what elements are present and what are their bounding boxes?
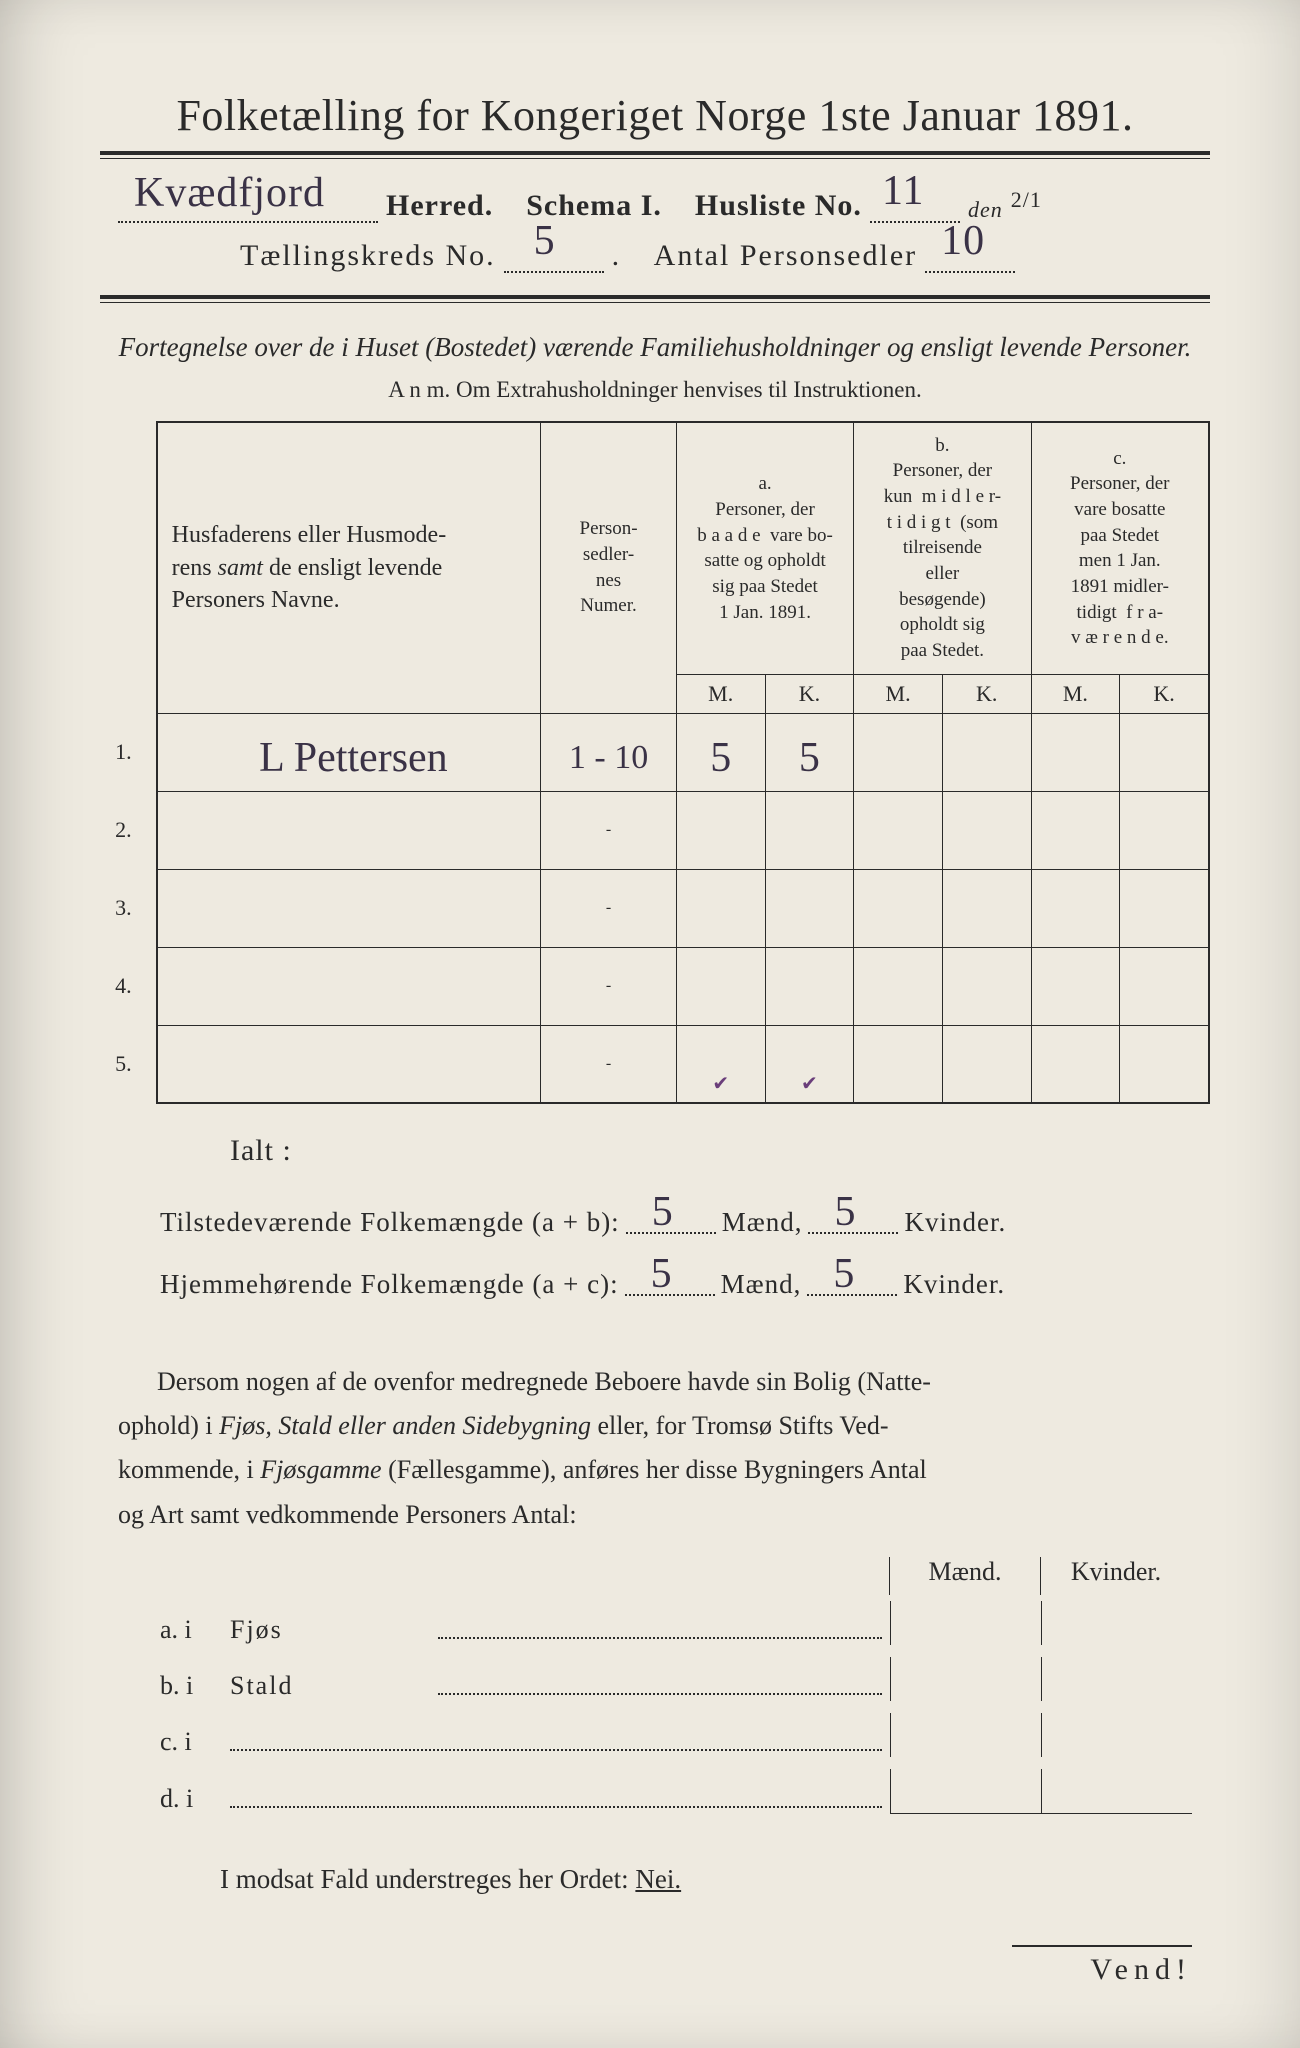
bldg-m-header: Mænd.	[889, 1557, 1040, 1595]
col-c-header: c.Personer, dervare bosattepaa Stedetmen…	[1031, 422, 1209, 674]
sum-present-k: 5	[828, 1189, 862, 1235]
bldg-fjos: Fjøs	[230, 1615, 430, 1645]
bldg-stald: Stald	[230, 1671, 430, 1701]
col-b-m: M.	[854, 674, 943, 713]
antal-label: Antal Personsedler	[654, 239, 917, 273]
row-b-m	[854, 713, 943, 791]
sum-resident: Hjemmehørende Folkemængde (a + c): 5 Mæn…	[100, 1244, 1210, 1306]
header-line-2: Tællingskreds No. 5 . Antal Personsedler…	[100, 231, 1210, 281]
col-a-header: a.Personer, derb a a d e vare bo-satte o…	[676, 422, 853, 674]
sum-resident-k: 5	[827, 1251, 861, 1297]
title-rule	[100, 151, 1210, 159]
sum-present: Tilstedeværende Folkemængde (a + b): 5 M…	[100, 1182, 1210, 1244]
row-c-k	[1120, 713, 1209, 791]
outbuilding-paragraph: Dersom nogen af de ovenfor medregnede Be…	[100, 1360, 1210, 1537]
row-name: L Pettersen	[253, 735, 454, 781]
building-row: b. i Stald	[100, 1651, 1210, 1707]
table-row: 1. L Pettersen 1 - 10 5 5	[100, 713, 1209, 791]
row-c-m	[1031, 713, 1120, 791]
household-table: Husfaderens eller Husmode-rens samt de e…	[100, 421, 1210, 1104]
row-a-k: 5	[793, 735, 826, 781]
row-b-k	[942, 713, 1031, 791]
table-row: 4. -	[100, 947, 1209, 1025]
antal-value: 10	[935, 217, 991, 265]
anm-note: A n m. Om Extrahusholdninger henvises ti…	[100, 377, 1210, 403]
herred-label: Herred.	[386, 189, 493, 223]
kreds-field: 5	[504, 241, 604, 273]
col-b-header: b.Personer, derkun m i d l e r-t i d i g…	[854, 422, 1031, 674]
sum-present-m: 5	[646, 1189, 680, 1235]
vend-label: Vend!	[1012, 1945, 1192, 1987]
building-row: a. i Fjøs	[100, 1595, 1210, 1651]
col-c-m: M.	[1031, 674, 1120, 713]
bldg-k-header: Kvinder.	[1040, 1557, 1192, 1595]
table-row: 2. -	[100, 791, 1209, 869]
nei-line: I modsat Fald understreges her Ordet: Ne…	[100, 1864, 1210, 1895]
husliste-value: 11	[876, 167, 930, 215]
sum-resident-m: 5	[645, 1251, 679, 1297]
row-a-m: 5	[704, 735, 737, 781]
husliste-label: Husliste No.	[695, 189, 862, 223]
table-row: 5. - ✔ ✔	[100, 1025, 1209, 1103]
kreds-label: Tællingskreds No.	[240, 239, 496, 273]
ialt-label: Ialt :	[230, 1134, 1210, 1168]
col-b-k: K.	[942, 674, 1031, 713]
header-rule	[100, 295, 1210, 303]
herred-value: Kvædfjord	[128, 169, 331, 217]
building-row: d. i	[100, 1763, 1210, 1820]
col-a-m: M.	[676, 674, 765, 713]
col-number-header: Person-sedler-nesNumer.	[541, 422, 677, 713]
building-header: Mænd. Kvinder.	[100, 1557, 1210, 1595]
sum-present-label: Tilstedeværende Folkemængde (a + b):	[160, 1207, 620, 1238]
header-line-1: Kvædfjord Herred. Schema I. Husliste No.…	[100, 181, 1210, 231]
herred-field: Kvædfjord	[118, 191, 378, 223]
row-num: 1.	[100, 713, 157, 791]
col-c-k: K.	[1120, 674, 1209, 713]
subtitle: Fortegnelse over de i Huset (Bostedet) v…	[100, 327, 1210, 369]
date-value: 2/1	[1011, 187, 1042, 213]
col-a-k: K.	[765, 674, 854, 713]
building-row: c. i	[100, 1707, 1210, 1763]
table-row: 3. -	[100, 869, 1209, 947]
page-title: Folketælling for Kongeriget Norge 1ste J…	[100, 90, 1210, 141]
census-form-page: Folketælling for Kongeriget Norge 1ste J…	[0, 0, 1300, 2048]
antal-field: 10	[925, 241, 1015, 273]
sum-resident-label: Hjemmehørende Folkemængde (a + c):	[160, 1269, 619, 1300]
col-names-header: Husfaderens eller Husmode-rens samt de e…	[157, 422, 541, 713]
row-seq: 1 - 10	[563, 739, 654, 776]
kreds-value: 5	[528, 217, 562, 265]
